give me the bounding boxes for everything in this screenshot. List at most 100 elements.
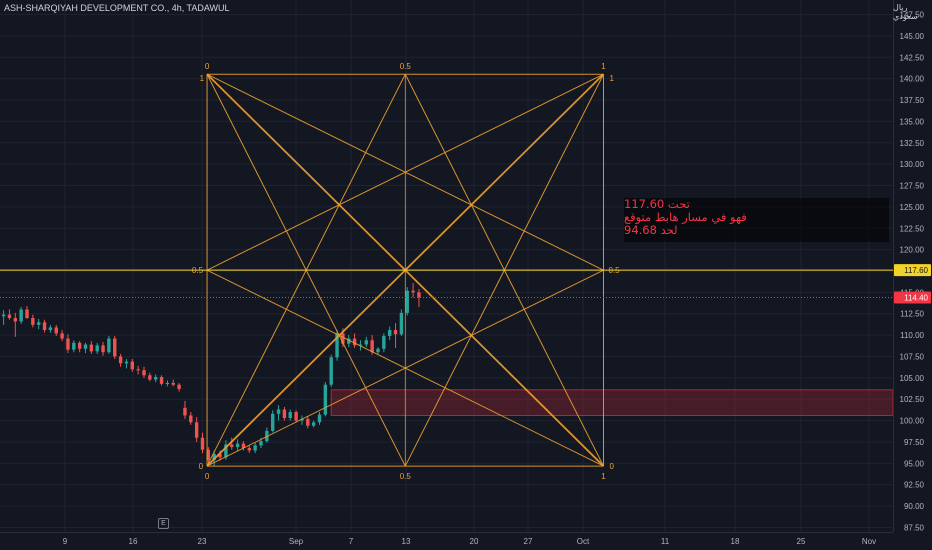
candle-body [171, 382, 175, 385]
candle-body [89, 344, 94, 352]
candle-body [54, 327, 58, 334]
candle-body [113, 338, 117, 357]
candle-body [352, 338, 357, 346]
gann-label-top: 1 [601, 62, 606, 71]
candle-body [235, 443, 240, 448]
candle-body [83, 344, 88, 349]
price-tick-label: 112.50 [900, 310, 924, 319]
candle-body [417, 292, 421, 298]
candle-body [7, 314, 12, 319]
candle-body [370, 340, 374, 353]
price-tick-label: 137.50 [900, 96, 925, 105]
price-axis[interactable]: 147.50 145.00 142.50 140.00 137.50 135.00 132.… [893, 0, 932, 550]
gann-line [206, 73, 604, 271]
candle-body [31, 318, 35, 325]
earnings-event-icon[interactable]: E [158, 518, 169, 529]
price-tick-label: 105.00 [900, 374, 925, 383]
candle-body [259, 441, 263, 446]
time-tick-label: 18 [731, 537, 740, 546]
analysis-note[interactable]: تحت 117.60 فهو في مسار هابط متوقع لحد 94… [624, 198, 889, 242]
note-line-3: لحد 94.68 [624, 223, 678, 237]
candle-body [230, 444, 234, 448]
candle-body [300, 418, 304, 421]
gann-label-bottom: 1 [601, 472, 606, 481]
price-tick-label: 147.50 [900, 11, 925, 20]
candle-body [1, 314, 6, 317]
symbol-title: ASH-SHARQIYAH DEVELOPMENT CO., 4h, TADAW… [4, 3, 230, 13]
price-tick-label: 140.00 [900, 75, 925, 84]
candle-body [200, 437, 205, 450]
candle-body [189, 415, 193, 423]
candle-body [399, 312, 404, 335]
supply-zone[interactable] [330, 389, 894, 416]
time-axis[interactable]: 9 16 23 Sep 7 13 20 27 Oct 11 18 25 Nov [0, 532, 893, 547]
price-tick-label: 135.00 [900, 117, 925, 126]
zone-rect[interactable] [330, 389, 894, 416]
price-tick-label: 107.50 [900, 352, 925, 361]
candle-body [77, 342, 82, 349]
candle-body [247, 447, 251, 451]
price-tick-label: 110.00 [900, 331, 924, 340]
time-tick-label: 9 [63, 537, 68, 546]
candle-body [276, 409, 281, 414]
time-tick-label: 20 [470, 537, 479, 546]
candle-body [124, 361, 129, 364]
gann-label-bottom: 0 [205, 472, 210, 481]
candle-body [393, 329, 398, 335]
price-tick-label: 125.00 [900, 203, 925, 212]
candle-body [60, 333, 64, 339]
time-tick-label: Oct [577, 537, 590, 546]
time-tick-label: 27 [524, 537, 533, 546]
candle-body [25, 309, 29, 319]
candle-body [253, 445, 257, 451]
candle-body [294, 412, 298, 421]
candle-body [148, 375, 152, 380]
candle-body [358, 344, 363, 346]
price-tick-label: 142.50 [900, 53, 925, 62]
gann-label-corner: 1 [610, 74, 615, 83]
last-price-text: 114.40 [904, 294, 928, 303]
candle-body [177, 384, 181, 389]
time-tick-label: 25 [797, 537, 806, 546]
time-tick-label: Nov [862, 537, 876, 546]
candle-body [19, 309, 23, 322]
candle-body [194, 422, 199, 438]
candle-body [218, 453, 222, 458]
price-tick-label: 127.50 [900, 182, 925, 191]
time-tick-label: Sep [289, 537, 304, 546]
candle-body [48, 327, 53, 330]
time-tick-label: 7 [349, 537, 354, 546]
candle-body [130, 361, 134, 370]
gann-line [206, 269, 604, 467]
candle-body [411, 290, 415, 293]
gann-label-bottom: 0.5 [400, 472, 412, 481]
candle-body [159, 377, 164, 384]
candle-body [66, 338, 70, 350]
candle-body [101, 345, 105, 353]
candle-body [42, 322, 47, 330]
note-line-1: تحت 117.60 [624, 197, 690, 211]
candle-body [388, 329, 392, 336]
candle-body [107, 338, 111, 353]
candle-body [37, 322, 41, 325]
time-tick-label: 16 [129, 537, 138, 546]
candle-body [341, 333, 345, 344]
candle-body [206, 449, 211, 460]
price-lines [0, 269, 893, 298]
candle-body [95, 345, 99, 352]
gann-label-corner: 0 [610, 462, 615, 471]
candle-body [405, 290, 409, 313]
candle-body [306, 418, 310, 426]
candle-body [136, 369, 140, 371]
gann-label-top: 0 [205, 62, 210, 71]
price-tick-label: 122.50 [900, 224, 925, 233]
gann-label-top: 0.5 [400, 62, 412, 71]
gann-label-corner: 0 [199, 462, 204, 471]
candle-body [323, 384, 328, 415]
candle-body [317, 414, 322, 423]
candle-series [1, 282, 421, 466]
price-tick-label: 130.00 [900, 160, 925, 169]
candle-body [329, 357, 333, 385]
level-price-text: 117.60 [904, 266, 928, 275]
